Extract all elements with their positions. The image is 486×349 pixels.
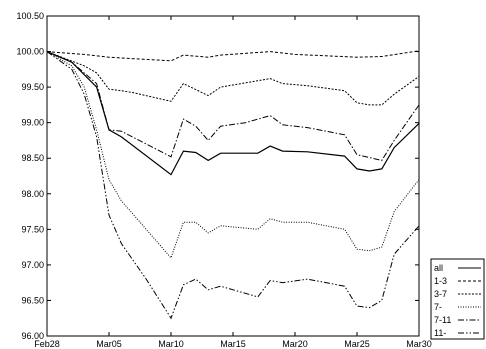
legend-box: [430, 258, 485, 340]
series-lines: [46, 50, 420, 320]
y-tick-label: 96.50: [21, 295, 44, 305]
plot-area: [46, 15, 420, 337]
y-tick-label: 97.00: [21, 260, 44, 270]
y-tick-label: 98.50: [21, 153, 44, 163]
x-tick-label: Feb28: [34, 339, 60, 349]
series-line-7-11: [46, 51, 420, 161]
legend-label: 11-: [434, 328, 446, 338]
series-line-all: [46, 51, 420, 176]
y-tick-label: 100.00: [16, 47, 44, 57]
x-tick-label: Mar05: [96, 339, 122, 349]
x-tick-label: Mar25: [344, 339, 370, 349]
legend-label: 7-11: [434, 315, 451, 325]
axis-ticks: 100.50 100.00 99.50 99.00 98.50 98.00 97.50 97.…: [16, 11, 431, 349]
legend-label: 3-7: [434, 289, 447, 299]
legend: all 1-3 3-7 7- 7-11 11-: [430, 258, 485, 340]
y-tick-label: 98.00: [21, 189, 44, 199]
x-tick-label: Mar15: [220, 339, 246, 349]
x-tick-label: Mar10: [158, 339, 184, 349]
series-line-7-: [46, 51, 420, 259]
y-tick-label: 99.00: [21, 118, 44, 128]
y-tick-label: 99.50: [21, 82, 44, 92]
legend-label: 7-: [434, 302, 442, 312]
y-tick-label: 96.00: [21, 331, 44, 341]
legend-label: all: [434, 263, 443, 273]
y-tick-label: 100.50: [16, 11, 44, 21]
y-tick-label: 97.50: [21, 224, 44, 234]
x-tick-label: Mar20: [282, 339, 308, 349]
series-line-1-3: [46, 50, 420, 62]
series-line-3-7: [46, 51, 420, 106]
x-tick-label: Mar30: [406, 339, 432, 349]
legend-label: 1-3: [434, 276, 447, 286]
series-line-11-: [46, 51, 420, 320]
